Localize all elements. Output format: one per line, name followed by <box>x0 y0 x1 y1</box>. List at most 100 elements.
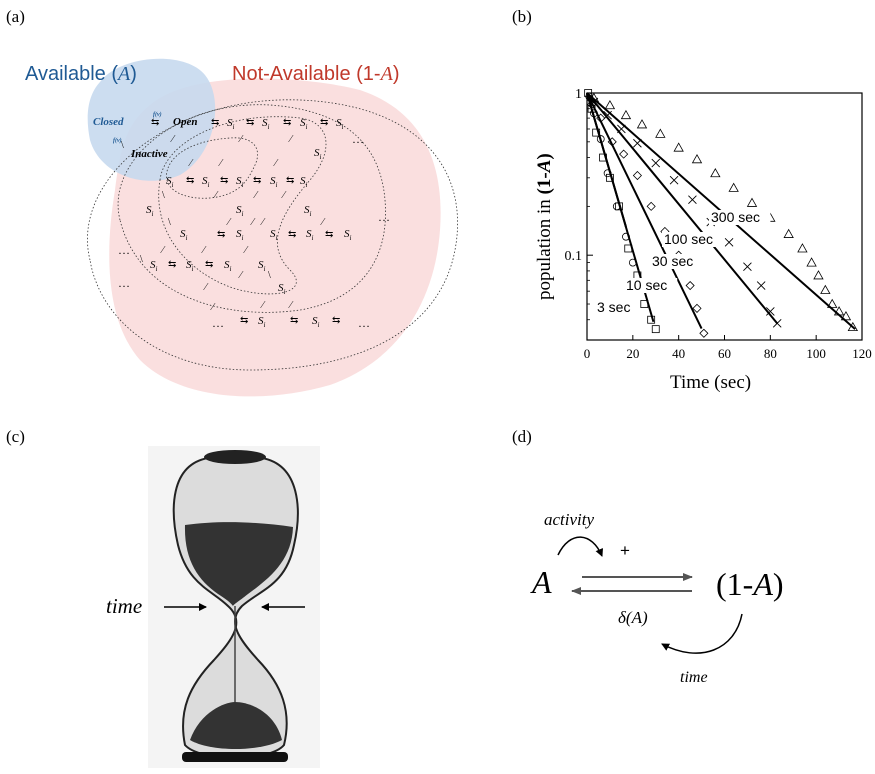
substate-node: Si <box>202 175 210 189</box>
transition-arrow: ⇆ <box>217 229 225 240</box>
data-point <box>622 232 630 241</box>
substate-node: Si <box>262 117 270 131</box>
hourglass-image: time <box>106 446 320 768</box>
time-arrow <box>661 613 743 654</box>
time-label-reaction: time <box>680 669 708 686</box>
panel-label-c: (c) <box>6 427 25 446</box>
data-point <box>692 303 702 313</box>
closed-state-label: Closed <box>93 116 124 128</box>
contour-outer <box>117 104 386 313</box>
fv-label-top: f(v) <box>153 111 162 118</box>
y-tick-label: 0.1 <box>565 249 583 264</box>
ellipsis: … <box>118 243 130 257</box>
transition-arrow: ⇆ <box>320 117 328 128</box>
transition-arrow: ⇆ <box>290 315 298 326</box>
data-point <box>624 244 633 253</box>
data-point <box>596 113 606 123</box>
data-point <box>746 197 758 207</box>
transition-arrow: ⇆ <box>286 175 294 186</box>
data-point <box>806 257 817 267</box>
substate-node: Si <box>314 147 322 161</box>
transition-arrow: ⁄ <box>203 282 209 293</box>
available-region <box>87 58 216 181</box>
activity-label: activity <box>544 510 594 529</box>
data-point <box>603 169 612 178</box>
transition-arrow: ⁄ <box>160 245 166 256</box>
transition-arrow: ⇆ <box>205 259 213 270</box>
data-point <box>756 281 766 290</box>
data-point <box>688 195 697 204</box>
available-title: Available (A) <box>25 63 137 85</box>
data-point <box>820 284 831 294</box>
substate-node: Si <box>236 204 244 218</box>
transition-arrow: ⁄ <box>238 134 244 145</box>
ellipsis: … <box>118 276 130 290</box>
data-point <box>619 149 629 159</box>
contour-middle <box>158 116 327 295</box>
transition-arrow: ⇆ <box>288 229 296 240</box>
A-label: A <box>530 564 552 600</box>
data-point <box>628 258 637 267</box>
contour-inner <box>166 137 258 199</box>
data-point <box>589 109 598 118</box>
series-label-bg <box>709 210 771 225</box>
hourglass-top-sand <box>184 522 293 606</box>
data-point <box>699 328 709 338</box>
panel-label-d: (d) <box>512 427 532 446</box>
series-label: 100 sec <box>664 231 713 247</box>
x-axis-label: Time (sec) <box>670 372 751 393</box>
data-point <box>673 142 684 152</box>
transition-arrow: ⁄ <box>218 158 224 169</box>
transition-arrow: ⇆ <box>168 259 176 270</box>
substate-node: Si <box>180 228 188 242</box>
substate-node: Si <box>146 204 154 218</box>
transition-arrow: ⇆ <box>325 229 333 240</box>
transition-arrow: ⁄ <box>320 217 326 228</box>
data-point <box>584 89 593 97</box>
data-point <box>724 238 734 247</box>
fit-line <box>586 92 703 330</box>
transition-arrow: ⁄ <box>288 134 294 145</box>
transition-arrow: ⇆ <box>246 117 254 128</box>
x-tick-label: 100 <box>806 346 826 361</box>
ellipsis: … <box>358 316 370 330</box>
transition-arrow: ⁄ <box>250 217 256 228</box>
activity-arrow <box>557 536 603 557</box>
panel-label-b: (b) <box>512 7 532 26</box>
transition-arrow: ⁄ <box>281 190 287 201</box>
transition-arrow: ⁄ <box>188 158 194 169</box>
substate-node: Si <box>258 259 266 273</box>
data-point <box>847 321 859 332</box>
substate-node: Si <box>300 117 308 131</box>
open-state-label: Open <box>173 116 197 128</box>
series-label-bg <box>650 254 704 269</box>
state-diagram: Available (A) Not-Available (1-A) Closed… <box>25 58 458 397</box>
data-point <box>636 119 648 129</box>
data-points <box>584 89 859 338</box>
transition-arrow: ⁄ <box>226 217 232 228</box>
not-available-title: Not-Available (1-A) <box>232 63 399 85</box>
substate-node: Si <box>306 228 314 242</box>
transition-arrow: ⇆ <box>283 117 291 128</box>
transition-arrow: ⁄ <box>201 245 207 256</box>
hourglass-bottom-sand <box>190 702 282 749</box>
substate-node: Si <box>224 259 232 273</box>
transition-arrow: ⁄ <box>238 270 244 281</box>
data-point <box>646 201 656 211</box>
series-label: 10 sec <box>626 277 667 293</box>
y-axis-label: population in (1-A) <box>534 153 555 300</box>
data-point <box>743 262 752 271</box>
transition-arrow: ⇆ <box>332 315 340 326</box>
data-point <box>766 307 775 316</box>
data-point <box>840 310 852 321</box>
ellipsis: … <box>378 210 390 224</box>
data-point <box>772 319 782 328</box>
data-point <box>651 158 661 168</box>
transition-arrow: ⁄ <box>253 190 259 201</box>
arrow-closed-inactive: \ <box>121 140 124 151</box>
substate-node: Si <box>150 259 158 273</box>
data-point <box>728 182 739 192</box>
transition-arrow: ⇆ <box>211 117 219 128</box>
panel-label-a: (a) <box>6 7 25 26</box>
transition-arrow: ⁄ <box>288 300 294 311</box>
